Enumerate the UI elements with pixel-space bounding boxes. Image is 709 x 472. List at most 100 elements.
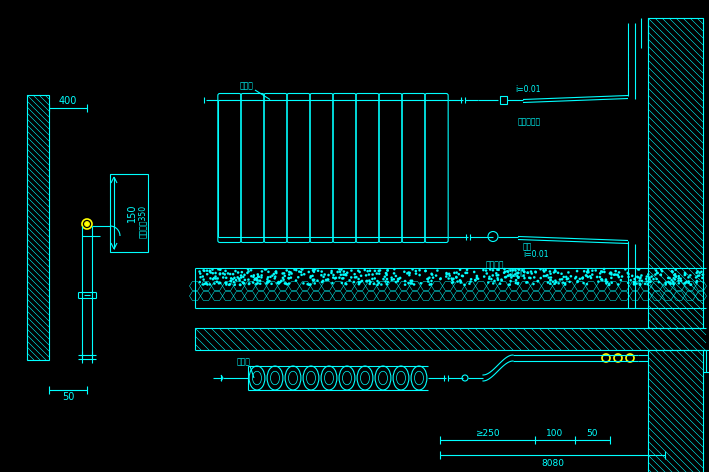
Circle shape: [354, 273, 356, 275]
Circle shape: [275, 270, 277, 273]
Circle shape: [368, 273, 370, 276]
Circle shape: [345, 283, 347, 286]
Circle shape: [265, 268, 267, 270]
Circle shape: [506, 270, 508, 272]
Circle shape: [516, 272, 518, 274]
Circle shape: [449, 275, 451, 277]
Circle shape: [255, 283, 257, 285]
Circle shape: [569, 281, 571, 283]
Circle shape: [332, 277, 335, 279]
Circle shape: [510, 280, 512, 282]
Circle shape: [627, 272, 629, 274]
Circle shape: [674, 273, 676, 275]
Circle shape: [483, 276, 486, 278]
Circle shape: [576, 281, 579, 283]
Circle shape: [638, 268, 640, 270]
Circle shape: [311, 275, 314, 277]
Circle shape: [365, 280, 368, 283]
Circle shape: [320, 270, 323, 273]
Circle shape: [659, 274, 662, 276]
Circle shape: [570, 275, 572, 278]
Circle shape: [684, 281, 687, 284]
Circle shape: [492, 269, 494, 271]
Circle shape: [547, 277, 550, 279]
Circle shape: [372, 278, 374, 280]
Circle shape: [253, 278, 256, 281]
Circle shape: [330, 272, 333, 274]
Circle shape: [601, 270, 604, 273]
Circle shape: [445, 272, 447, 274]
Circle shape: [268, 280, 271, 282]
Circle shape: [413, 283, 415, 286]
Circle shape: [554, 283, 556, 285]
Circle shape: [529, 277, 532, 279]
Circle shape: [605, 280, 607, 282]
Circle shape: [257, 276, 260, 278]
Circle shape: [581, 278, 584, 280]
Circle shape: [386, 278, 388, 280]
Circle shape: [527, 271, 529, 274]
Circle shape: [291, 272, 293, 275]
Circle shape: [286, 269, 288, 271]
Circle shape: [459, 269, 462, 271]
Circle shape: [582, 282, 585, 284]
Circle shape: [504, 276, 506, 278]
Circle shape: [243, 282, 245, 285]
Circle shape: [633, 281, 635, 284]
Circle shape: [288, 277, 290, 279]
Circle shape: [257, 279, 259, 282]
Circle shape: [247, 283, 250, 285]
Circle shape: [271, 274, 274, 277]
Circle shape: [474, 279, 476, 281]
Circle shape: [523, 270, 525, 273]
Circle shape: [287, 277, 290, 279]
Circle shape: [518, 277, 520, 279]
Circle shape: [587, 271, 590, 273]
Circle shape: [610, 272, 613, 274]
Circle shape: [331, 282, 333, 284]
Circle shape: [259, 283, 262, 285]
Circle shape: [549, 272, 552, 275]
Text: 泄水管道: 泄水管道: [508, 268, 527, 277]
Circle shape: [658, 281, 660, 283]
Circle shape: [489, 269, 491, 271]
Circle shape: [581, 277, 584, 279]
Circle shape: [547, 281, 549, 284]
Circle shape: [280, 279, 282, 282]
Circle shape: [687, 276, 690, 278]
Circle shape: [290, 277, 292, 279]
Circle shape: [237, 271, 240, 274]
Circle shape: [452, 281, 454, 283]
Circle shape: [560, 272, 563, 275]
Circle shape: [214, 275, 217, 278]
Circle shape: [267, 276, 269, 278]
Circle shape: [219, 273, 221, 275]
Circle shape: [671, 270, 673, 272]
Circle shape: [496, 269, 498, 271]
Circle shape: [627, 276, 630, 278]
Circle shape: [575, 276, 577, 278]
Circle shape: [512, 269, 514, 271]
Circle shape: [496, 277, 499, 279]
Circle shape: [333, 274, 335, 276]
Circle shape: [203, 283, 206, 285]
Circle shape: [411, 279, 413, 282]
Circle shape: [309, 283, 311, 286]
Circle shape: [497, 278, 499, 281]
Circle shape: [240, 274, 242, 277]
Circle shape: [275, 272, 277, 274]
Circle shape: [545, 269, 547, 271]
Circle shape: [450, 278, 453, 280]
Circle shape: [618, 276, 620, 278]
Circle shape: [210, 271, 212, 274]
Circle shape: [408, 271, 410, 274]
Text: 100: 100: [547, 429, 564, 438]
Circle shape: [674, 275, 677, 278]
Circle shape: [648, 278, 650, 280]
Circle shape: [201, 275, 204, 278]
Circle shape: [345, 282, 347, 285]
Circle shape: [274, 271, 277, 273]
Circle shape: [313, 278, 316, 281]
Circle shape: [683, 274, 686, 276]
Circle shape: [346, 271, 348, 274]
